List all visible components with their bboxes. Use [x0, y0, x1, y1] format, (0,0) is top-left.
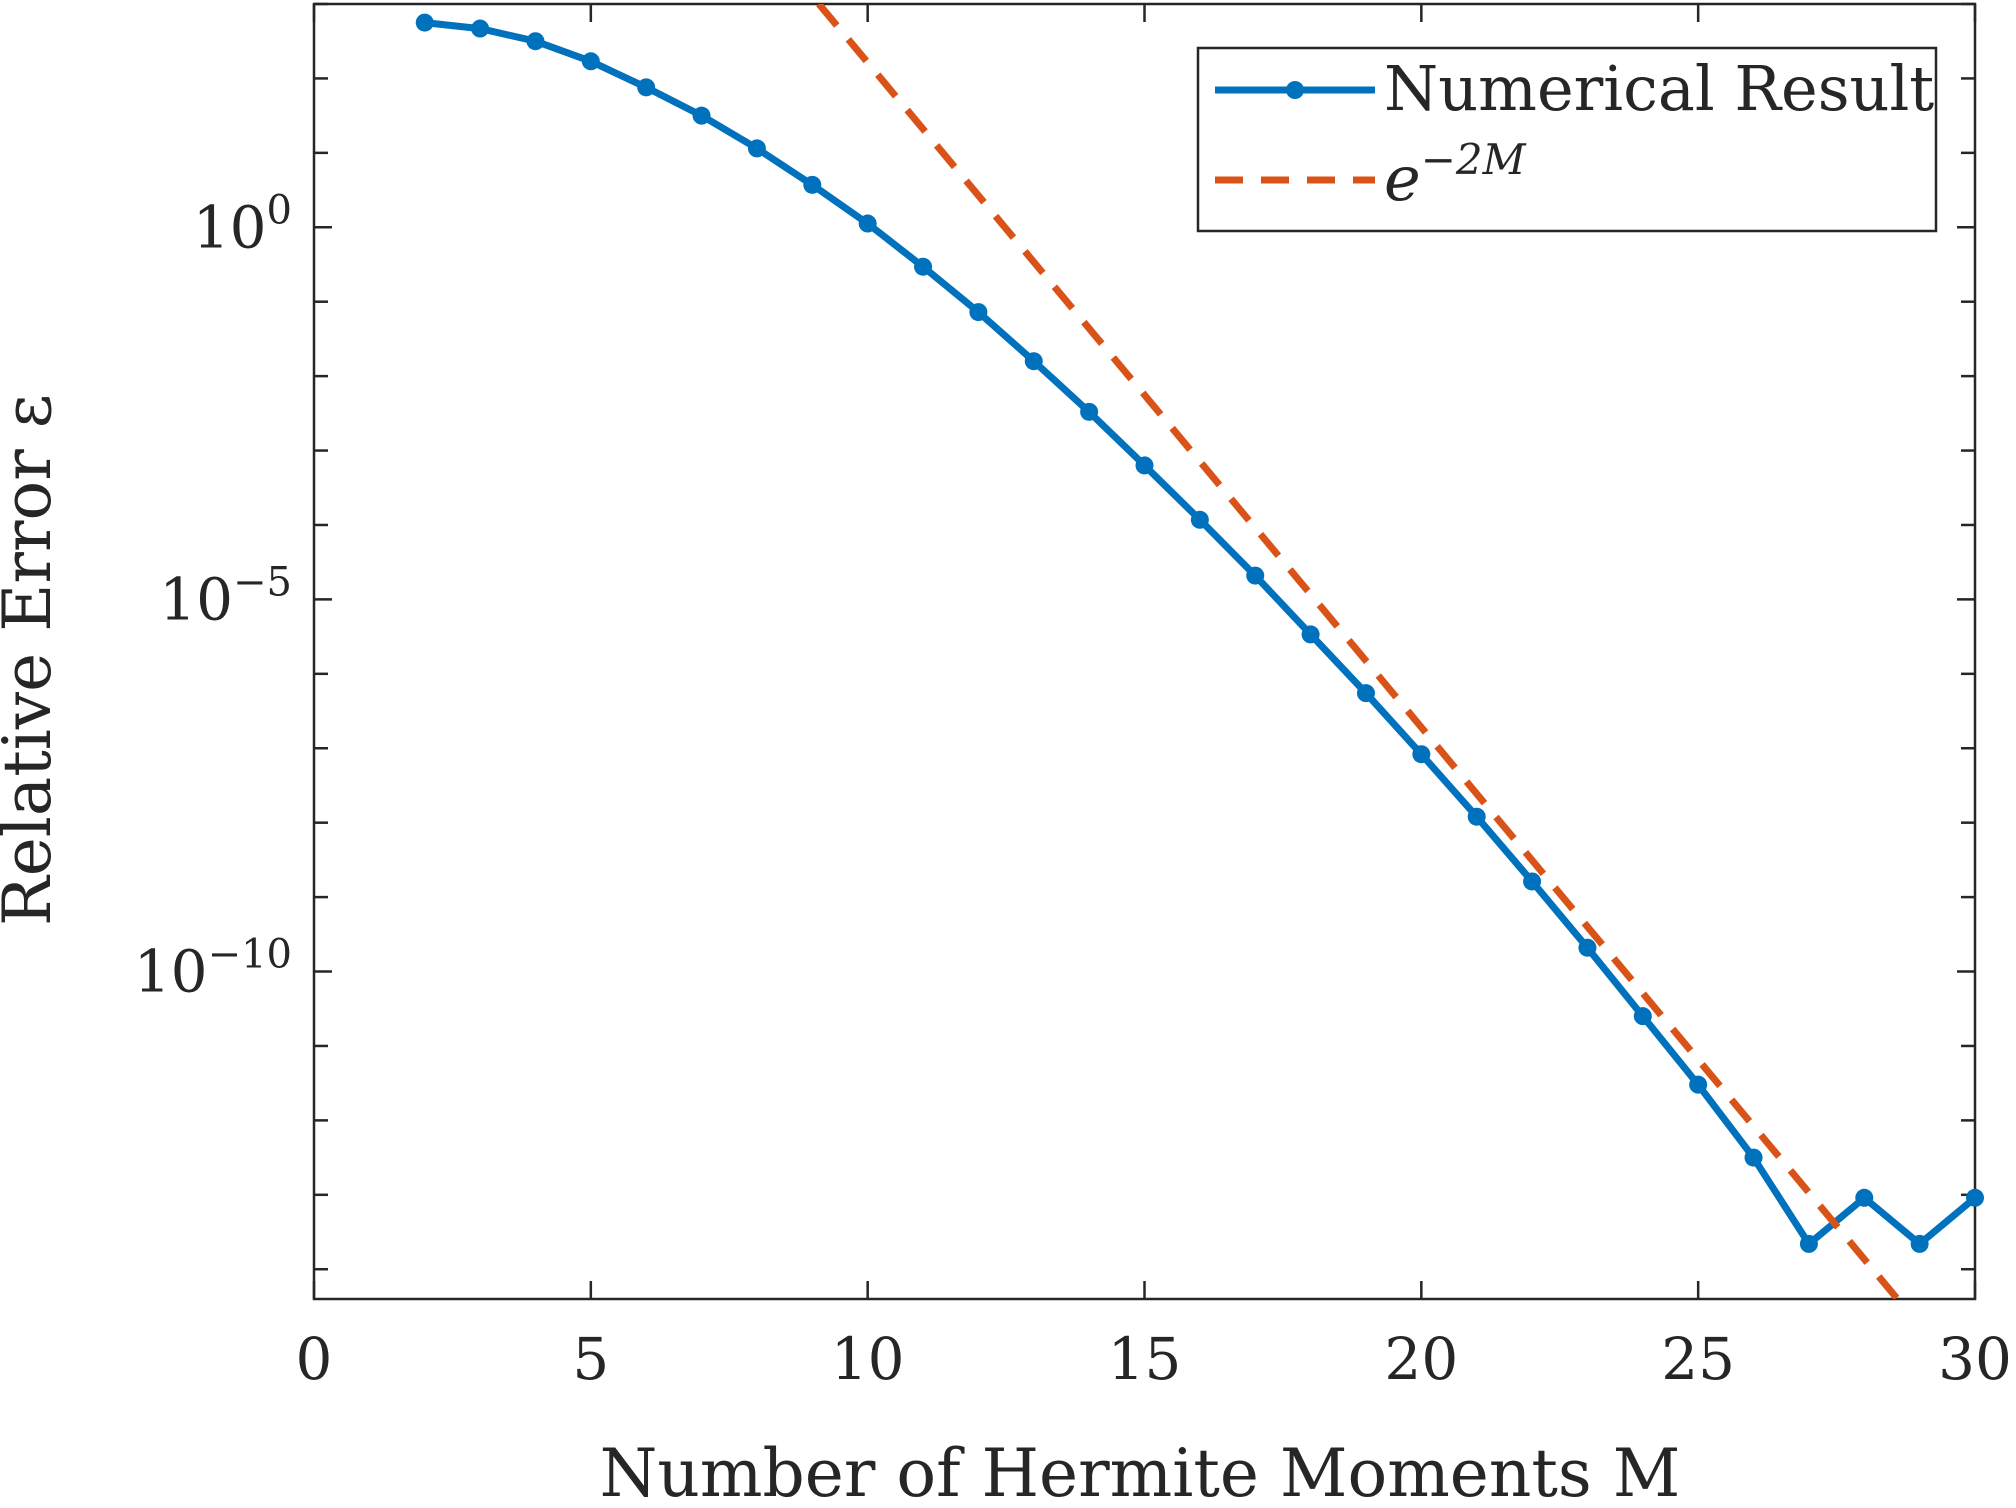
legend-label-base: e — [1384, 142, 1421, 215]
data-point — [581, 52, 600, 71]
y-tick-label-text: 100 — [193, 187, 292, 261]
y-tick-label-text: 10−5 — [159, 559, 292, 633]
data-point — [1523, 872, 1542, 891]
y-tick-label: 10−5 — [159, 559, 292, 633]
y-tick-label: 100 — [193, 187, 292, 261]
y-tick-base: 10 — [159, 565, 233, 633]
data-point — [1024, 352, 1043, 371]
series-line-2 — [816, 4, 1901, 1299]
data-point — [692, 106, 711, 125]
data-point — [1689, 1075, 1708, 1094]
x-axis-title: Number of Hermite Moments M — [600, 1435, 1681, 1503]
data-point — [1356, 684, 1375, 703]
data-point — [1135, 456, 1154, 475]
data-point — [1910, 1234, 1929, 1253]
data-point — [1578, 938, 1597, 957]
y-axis-title: Relative Error ε — [0, 394, 66, 926]
x-tick-label: 10 — [831, 1325, 905, 1393]
data-point — [1744, 1148, 1763, 1167]
x-tick-label: 30 — [1938, 1325, 2012, 1393]
x-tick-label: 15 — [1108, 1325, 1182, 1393]
y-tick-exponent: −10 — [208, 932, 292, 978]
data-point — [1966, 1188, 1984, 1207]
data-point — [1799, 1234, 1818, 1253]
data-point — [914, 257, 933, 276]
data-point — [637, 78, 656, 97]
y-tick-label-text: 10−10 — [134, 932, 292, 1006]
data-point — [1301, 625, 1320, 644]
data-point — [415, 13, 434, 32]
data-point — [1080, 402, 1099, 421]
legend-label-2: e−2M — [1384, 135, 1527, 215]
legend-label-1: Numerical Result — [1384, 52, 1934, 125]
y-tick-base: 10 — [134, 938, 208, 1006]
data-point — [969, 303, 988, 322]
data-point — [1412, 745, 1431, 764]
x-tick-label: 0 — [296, 1325, 333, 1393]
y-tick-label: 10−10 — [134, 932, 292, 1006]
x-tick-label: 5 — [572, 1325, 609, 1393]
series-group — [415, 4, 1984, 1299]
data-point — [471, 19, 490, 38]
y-tick-exponent: 0 — [267, 187, 292, 233]
y-tick-base: 10 — [193, 193, 267, 261]
data-point — [1190, 510, 1209, 529]
legend-box — [1196, 46, 1938, 233]
x-tick-label: 20 — [1384, 1325, 1458, 1393]
x-tick-label: 25 — [1661, 1325, 1735, 1393]
data-point — [1467, 807, 1486, 826]
legend-marker — [1286, 81, 1304, 99]
data-point — [1855, 1188, 1874, 1207]
data-point — [747, 139, 766, 158]
legend-label-exponent: −2M — [1421, 135, 1527, 184]
data-point — [1246, 566, 1265, 585]
data-point — [803, 175, 822, 194]
legend: Numerical Result e−2M — [1196, 46, 1938, 233]
data-point — [858, 214, 877, 233]
data-point — [1633, 1007, 1652, 1026]
y-tick-exponent: −5 — [233, 559, 292, 605]
data-point — [526, 32, 545, 51]
